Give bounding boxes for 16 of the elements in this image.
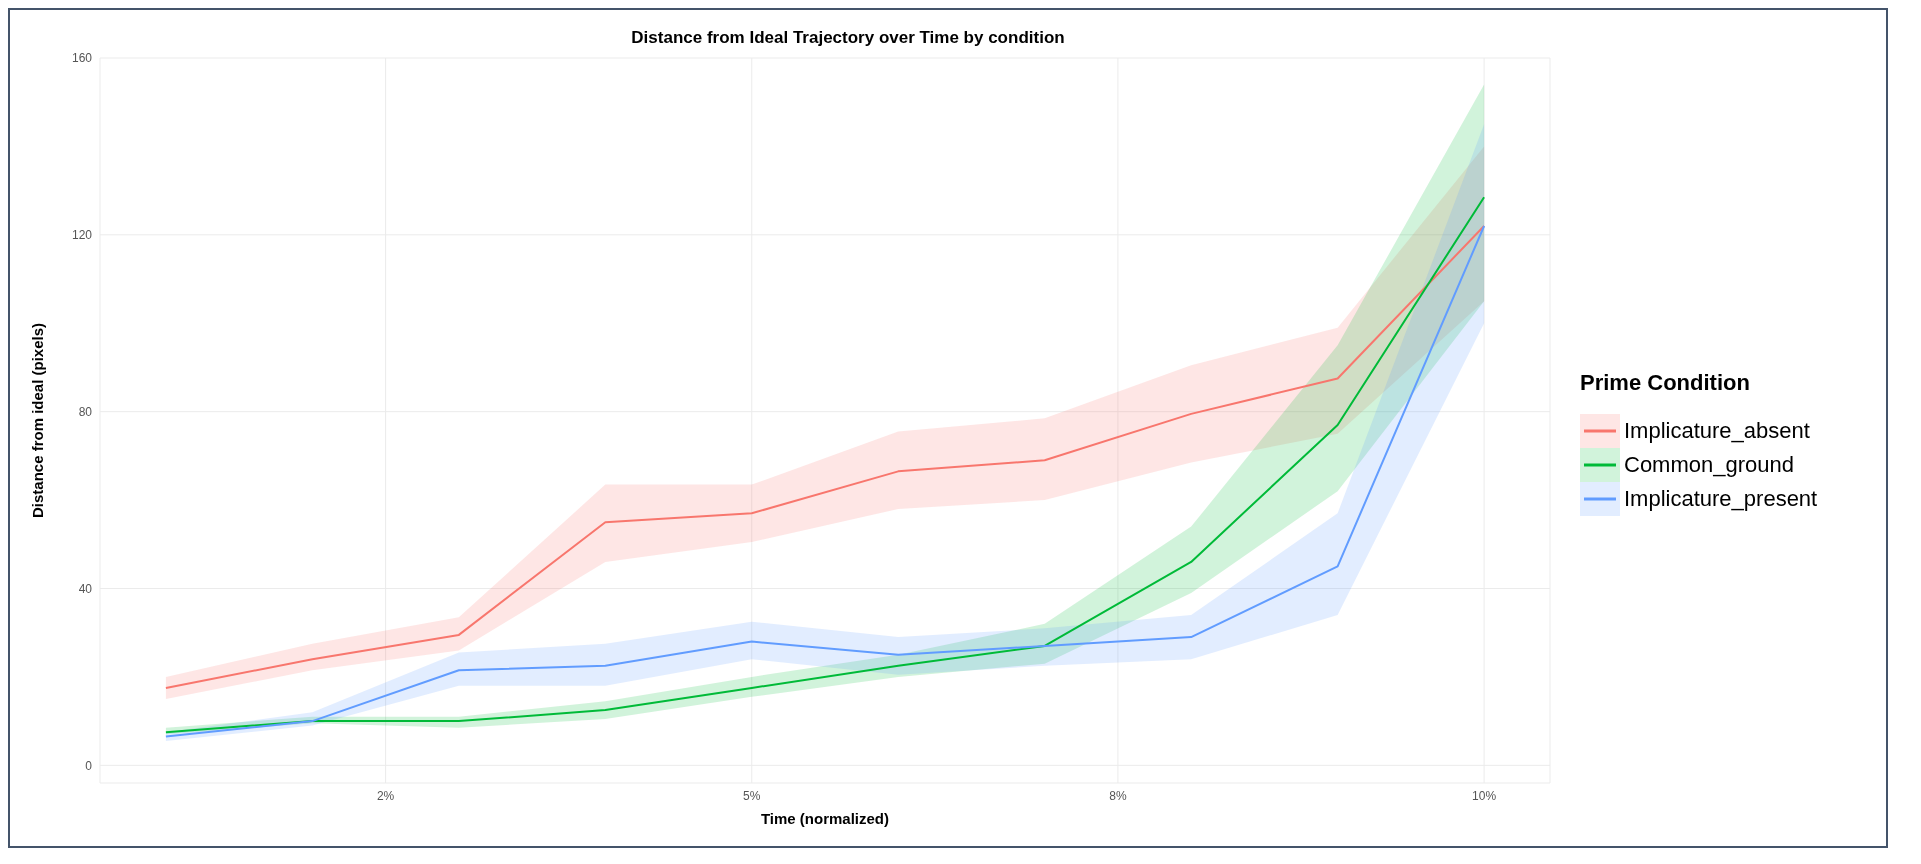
- x-tick-label: 8%: [1109, 788, 1127, 803]
- y-tick-label: 0: [85, 758, 93, 773]
- legend-title: Prime Condition: [1580, 370, 1751, 396]
- y-axis-title: Distance from ideal (pixels): [29, 322, 47, 519]
- chart-title: Distance from Ideal Trajectory over Time by condition: [630, 28, 1066, 48]
- y-tick-label: 80: [78, 404, 93, 419]
- legend-label: Implicature_absent: [1624, 418, 1810, 444]
- legend-label: Implicature_present: [1624, 486, 1818, 512]
- legend-label: Common_ground: [1624, 452, 1794, 478]
- x-axis-title: Time (normalized): [760, 810, 890, 827]
- x-tick-label: 5%: [743, 788, 761, 803]
- y-tick-label: 160: [71, 51, 93, 66]
- y-tick-label: 40: [78, 581, 93, 596]
- x-tick-label: 10%: [1472, 788, 1497, 803]
- x-tick-label: 2%: [376, 788, 395, 803]
- y-tick-label: 120: [71, 228, 93, 243]
